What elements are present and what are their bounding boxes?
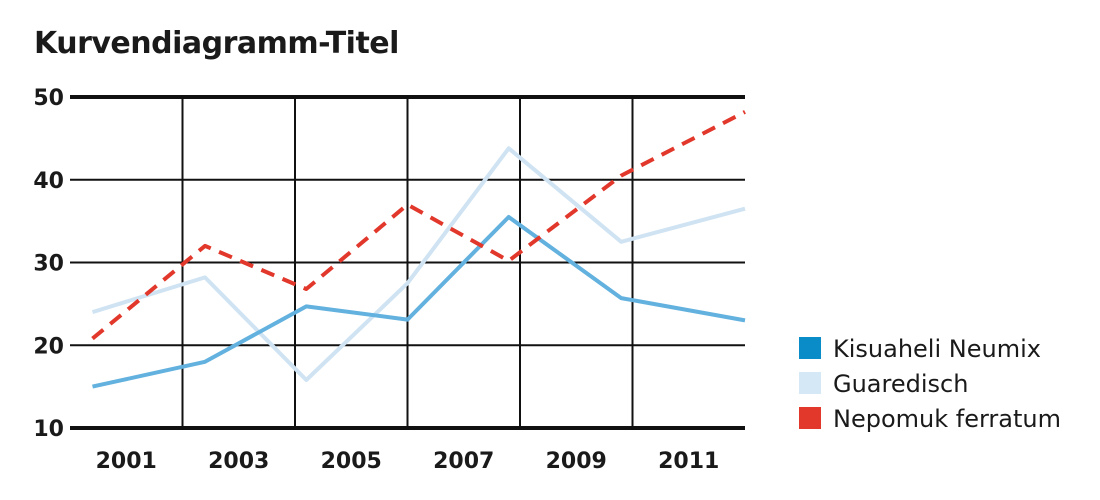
legend-swatch — [799, 407, 821, 429]
legend-swatch — [799, 372, 821, 394]
y-tick-label: 50 — [33, 86, 64, 111]
y-tick-label: 10 — [33, 417, 64, 442]
series-line-nepomuk-ferratum — [91, 110, 746, 341]
x-tick-label: 2005 — [321, 449, 382, 474]
legend-label: Nepomuk ferratum — [833, 405, 1061, 433]
y-tick-label: 30 — [33, 252, 64, 277]
axis-labels: 10 20 30 40 50 2001 2003 2005 2007 2009 2011 — [33, 86, 719, 474]
series-lines — [91, 110, 746, 389]
y-tick-label: 20 — [33, 334, 64, 359]
legend: Kisuaheli Neumix Guaredisch Nepomuk ferrat… — [799, 335, 1061, 433]
x-tick-label: 2007 — [433, 449, 494, 474]
x-tick-label: 2009 — [546, 449, 607, 474]
legend-label: Kisuaheli Neumix — [833, 335, 1041, 363]
series-line-kisuaheli-neumix — [92, 215, 746, 389]
grid-lines — [70, 95, 745, 430]
series-line-guaredisch — [91, 146, 746, 382]
legend-label: Guaredisch — [833, 370, 968, 398]
y-tick-label: 40 — [33, 169, 64, 194]
x-tick-label: 2003 — [208, 449, 269, 474]
chart-title: Kurvendiagramm-Titel — [34, 26, 399, 61]
x-tick-label: 2001 — [96, 449, 157, 474]
x-tick-label: 2011 — [658, 449, 719, 474]
legend-swatch — [799, 337, 821, 359]
